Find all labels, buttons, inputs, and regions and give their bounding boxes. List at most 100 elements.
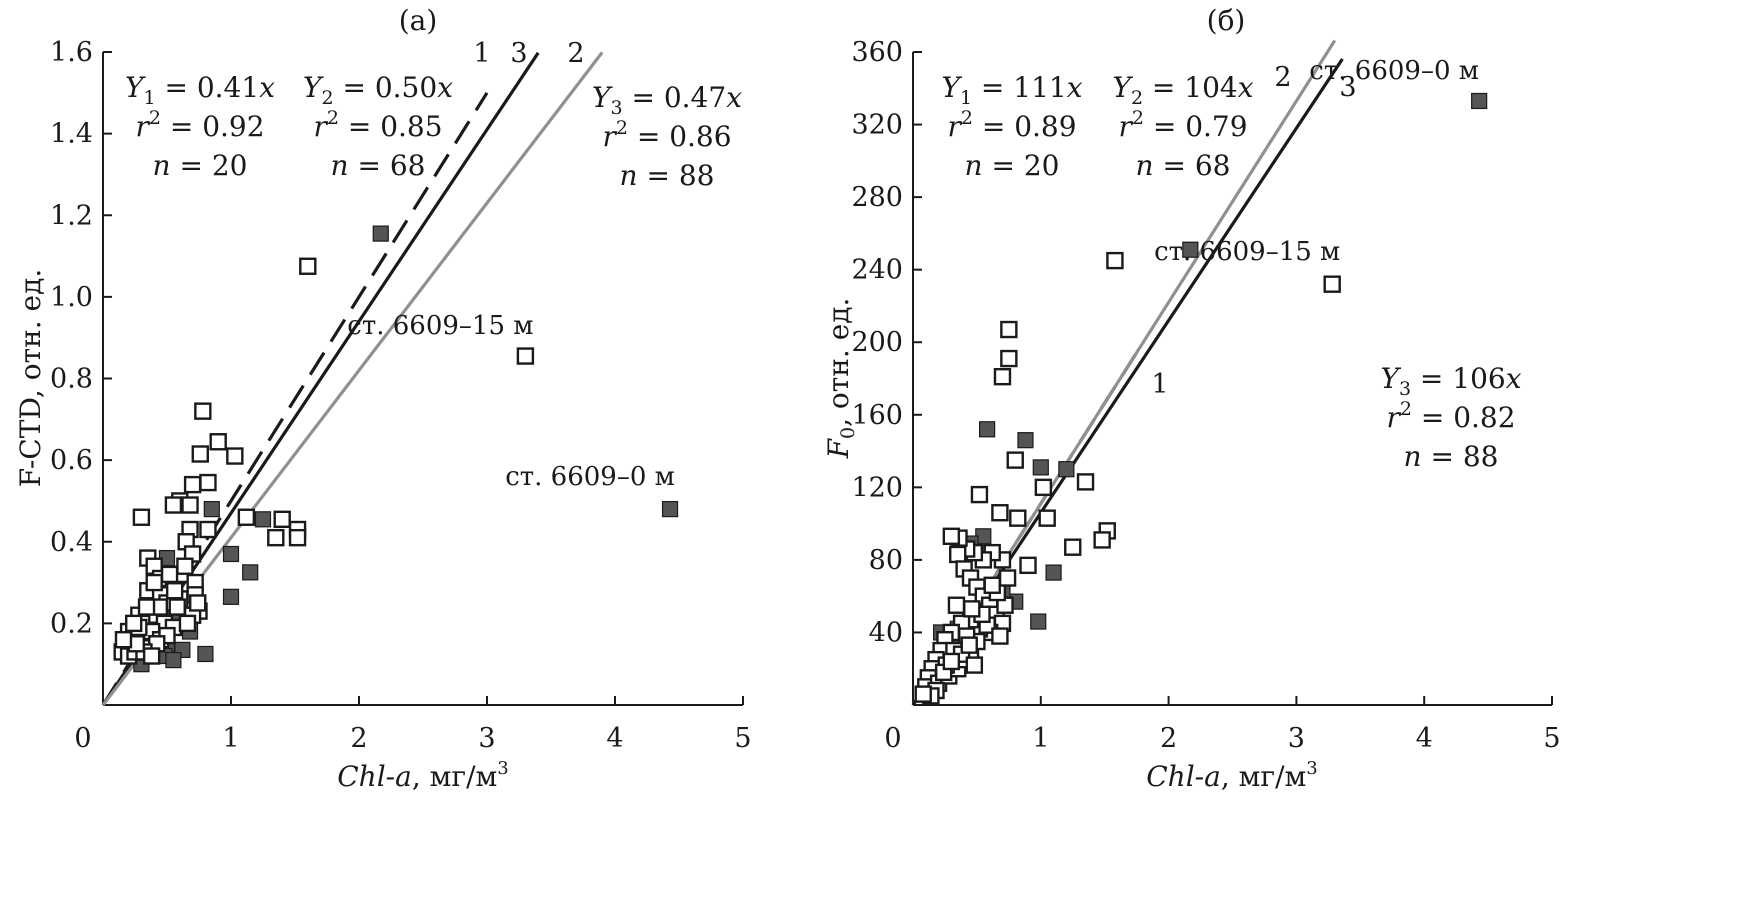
station-annotation: ст. 6609–0 м — [1309, 56, 1479, 86]
data-point-filled — [661, 501, 679, 518]
data-point-open — [145, 573, 163, 592]
data-point-open — [942, 652, 961, 671]
data-point-open — [960, 636, 978, 654]
station-annotation: ст. 6609–15 м — [1154, 237, 1340, 267]
data-point-open — [189, 594, 207, 612]
data-point-filled — [1017, 432, 1034, 449]
y-tick-label: 0.2 — [50, 608, 93, 639]
line-label-2: 2 — [1274, 62, 1291, 93]
data-point-open — [965, 656, 984, 674]
data-point-open — [991, 627, 1009, 645]
y-axis-label: F-CTD, отн. ед. — [14, 269, 47, 488]
data-point-filled — [197, 645, 214, 663]
y-tick-label: 160 — [851, 400, 903, 431]
x-tick-label: 5 — [1543, 723, 1560, 754]
data-point-filled — [254, 511, 272, 528]
data-point-open — [1000, 320, 1018, 339]
x-tick-label: 2 — [1160, 723, 1177, 754]
equation-r2: r2 = 0.85 — [313, 107, 442, 143]
data-point-open — [288, 528, 307, 547]
data-point-filled — [222, 588, 240, 605]
equation-r2: r2 = 0.79 — [1118, 107, 1247, 143]
data-point-open — [991, 504, 1009, 522]
equation-n: n = 20 — [965, 149, 1060, 182]
data-point-open — [160, 565, 179, 584]
y-tick-label: 0.6 — [50, 445, 93, 476]
data-point-open — [299, 257, 317, 275]
y-tick-label: 0.8 — [50, 364, 93, 395]
data-point-open — [998, 569, 1017, 587]
data-point-open — [914, 685, 932, 703]
x-tick-label: 3 — [478, 723, 495, 754]
station-annotation: ст. 6609–15 м — [347, 311, 533, 341]
data-point-open — [137, 598, 156, 616]
data-point-open — [194, 402, 212, 420]
data-point-filled — [1058, 461, 1075, 478]
data-point-filled — [1182, 241, 1199, 258]
data-point-filled — [1045, 564, 1062, 581]
data-point-open — [191, 445, 209, 463]
y-tick-label: 1.4 — [50, 119, 93, 150]
equation-formula: Y3 = 0.47x — [592, 81, 742, 119]
data-point-filled — [203, 501, 220, 518]
x-tick-label: 4 — [606, 723, 623, 754]
data-point-open — [1019, 556, 1037, 575]
data-point-open — [178, 614, 197, 633]
y-tick-label: 1.0 — [50, 282, 93, 313]
data-point-open — [1323, 275, 1341, 293]
equation-n: n = 88 — [620, 159, 715, 192]
equation-formula: Y1 = 111x — [941, 71, 1082, 109]
equation-r2: r2 = 0.86 — [602, 117, 731, 153]
data-point-open — [1009, 509, 1027, 527]
line-label-1: 1 — [1151, 369, 1168, 400]
y-tick-label: 280 — [851, 182, 903, 213]
data-point-open — [970, 485, 989, 504]
equation-formula: Y2 = 0.50x — [303, 71, 453, 109]
x-tick-label: 1 — [222, 723, 239, 754]
y-tick-label: 120 — [851, 472, 903, 503]
panel-label: (а) — [399, 4, 438, 37]
panel-a-chart: 0.2 0.4 0.6 0.8 1.0 1.2 1.4 1.6 0 1 2 3 4 5 (а) F-CTD, … — [14, 4, 752, 793]
y-axis-label: F0, отн. ед. — [822, 298, 859, 460]
data-point-open — [1000, 349, 1018, 368]
data-point-open — [942, 527, 961, 546]
x-tick-label: 0 — [74, 723, 91, 754]
data-point-open — [176, 557, 194, 575]
data-point-filled — [979, 421, 996, 438]
data-point-open — [237, 508, 256, 526]
line-label-3: 3 — [1339, 72, 1356, 103]
panel-label: (б) — [1207, 4, 1246, 37]
data-point-open — [947, 596, 966, 614]
data-point-open — [142, 647, 161, 665]
y-tick-label: 240 — [851, 255, 903, 286]
line-label-1: 1 — [473, 38, 490, 69]
equation-n: n = 68 — [331, 149, 426, 182]
x-tick-label: 0 — [884, 723, 901, 754]
data-point-filled — [1471, 92, 1488, 110]
equation-r2: r2 = 0.82 — [1386, 398, 1515, 434]
equation-n: n = 68 — [1136, 149, 1231, 182]
y-tick-label: 0.4 — [50, 527, 93, 558]
y-tick-label: 360 — [851, 37, 903, 68]
y-tick-label: 80 — [869, 545, 903, 576]
data-point-filled — [222, 545, 240, 563]
data-point-open — [267, 528, 285, 547]
data-point-open — [183, 475, 202, 494]
equation-formula: Y2 = 104x — [1112, 71, 1253, 109]
data-point-open — [199, 473, 217, 492]
station-annotation: ст. 6609–0 м — [505, 462, 675, 492]
equation-n: n = 88 — [1404, 440, 1499, 473]
x-tick-label: 1 — [1032, 723, 1049, 754]
equation-r2: r2 = 0.92 — [135, 107, 264, 143]
data-point-open — [1076, 473, 1095, 491]
equation-formula: Y1 = 0.41x — [125, 71, 275, 109]
data-point-open — [993, 367, 1012, 386]
data-point-open — [963, 600, 981, 618]
equation-formula: Y3 = 106x — [1380, 362, 1521, 400]
